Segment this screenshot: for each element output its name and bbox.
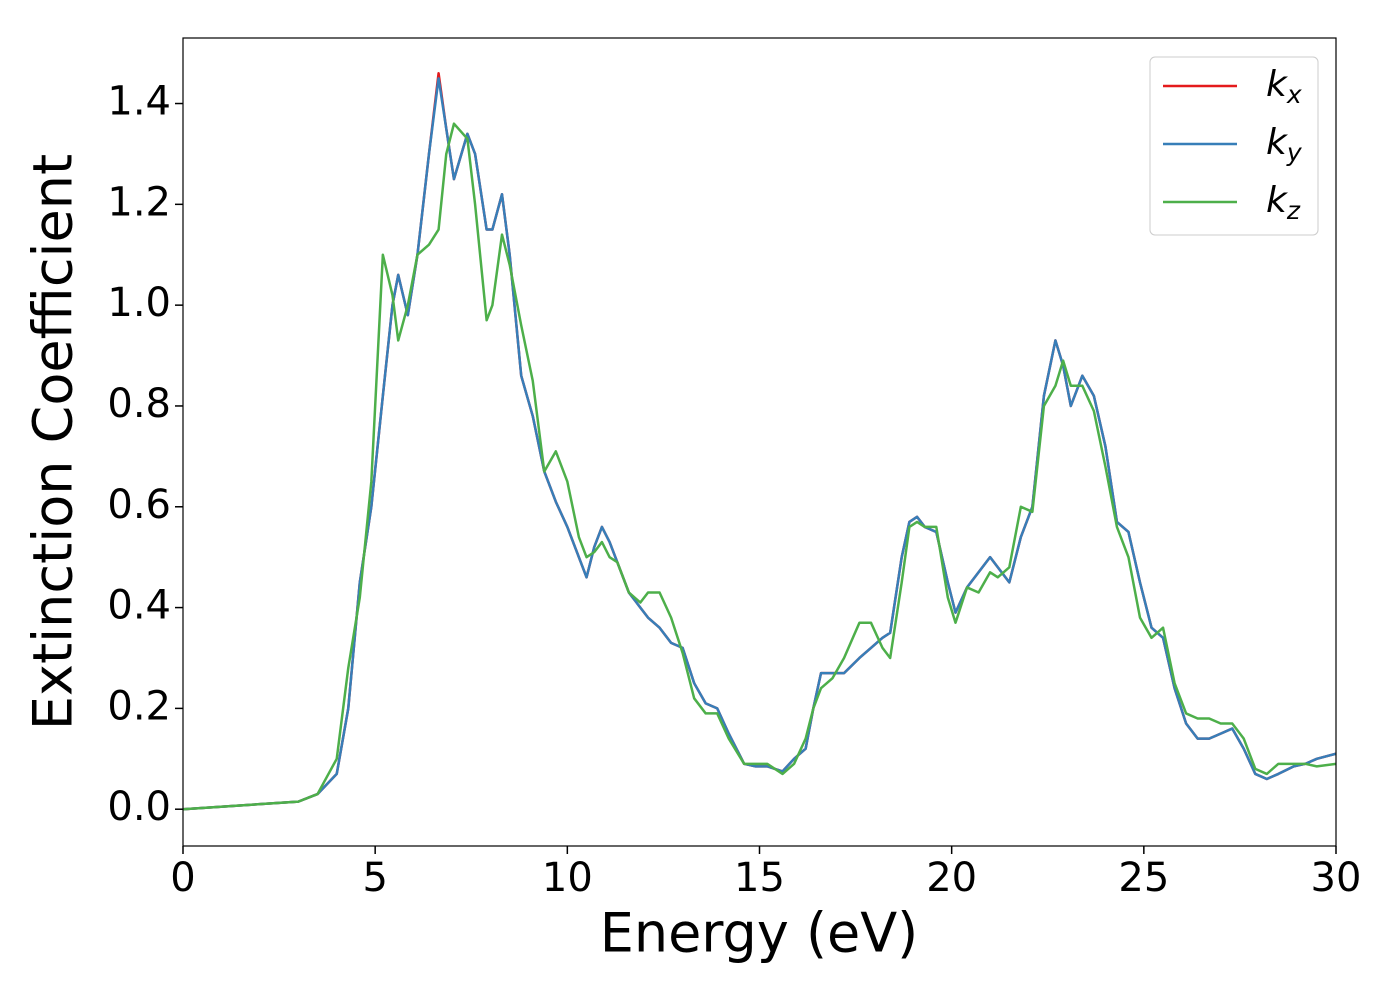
y-tick-label: 0.8 (107, 381, 171, 427)
x-tick-label: 5 (362, 855, 387, 901)
y-axis-label: Extinction Coefficient (22, 154, 85, 730)
x-tick-label: 0 (170, 855, 195, 901)
legend-label: kz (1266, 180, 1301, 225)
x-axis-label: Energy (eV) (600, 902, 919, 965)
data-line (183, 77, 1336, 811)
y-tick-label: 1.0 (107, 280, 171, 326)
x-tick-label: 30 (1311, 855, 1362, 901)
x-tick-label: 25 (1118, 855, 1169, 901)
y-tick-label: 0.4 (107, 583, 171, 629)
y-tick-label: 0.0 (107, 784, 171, 830)
y-tick-label: 0.2 (107, 683, 171, 729)
plot-frame (182, 37, 1337, 847)
legend-label: ky (1266, 122, 1303, 167)
legend-box (1149, 56, 1319, 236)
data-line (183, 122, 1336, 811)
legend-label: kx (1266, 64, 1302, 109)
y-tick-label: 1.4 (107, 79, 171, 125)
x-tick-label: 15 (734, 855, 785, 901)
y-tick-label: 1.2 (107, 179, 171, 225)
x-tick-label: 10 (542, 855, 593, 901)
x-tick-label: 20 (926, 855, 977, 901)
y-tick-label: 0.6 (107, 482, 171, 528)
